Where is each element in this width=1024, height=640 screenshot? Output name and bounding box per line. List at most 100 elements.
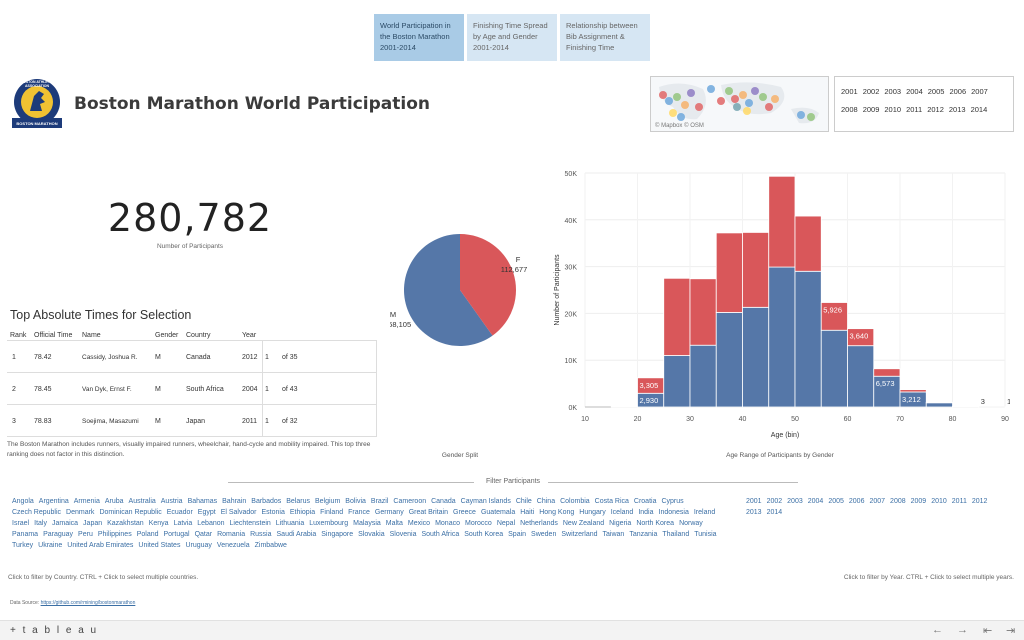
bar-female[interactable] xyxy=(768,175,796,268)
country-option[interactable]: Chile xyxy=(515,498,532,505)
country-option[interactable]: Thailand xyxy=(662,531,690,538)
year-filter-option[interactable]: 2006 xyxy=(848,498,865,505)
bar-male[interactable] xyxy=(742,306,770,408)
country-option[interactable]: Italy xyxy=(34,520,47,527)
year-option[interactable]: 2001 xyxy=(841,87,858,96)
country-option[interactable]: Zimbabwe xyxy=(254,542,287,549)
bar-female[interactable] xyxy=(820,302,848,331)
country-option[interactable]: Finland xyxy=(320,509,344,516)
country-option[interactable]: Netherlands xyxy=(520,520,558,527)
year-filter-option[interactable]: 2011 xyxy=(951,498,967,505)
country-option[interactable]: Kenya xyxy=(148,520,169,527)
country-option[interactable]: Hong Kong xyxy=(539,509,575,516)
country-option[interactable]: Russia xyxy=(250,531,272,538)
country-option[interactable]: North Korea xyxy=(636,520,675,527)
bar-male[interactable] xyxy=(663,355,691,408)
revert-icon[interactable]: ⇤ xyxy=(983,625,993,637)
map-country-marker[interactable] xyxy=(665,97,673,105)
country-option[interactable]: Monaco xyxy=(435,520,460,527)
country-option[interactable]: Saudi Arabia xyxy=(276,531,317,538)
country-option[interactable]: Indonesia xyxy=(658,509,689,516)
country-option[interactable]: Tunisia xyxy=(694,531,717,538)
map-country-marker[interactable] xyxy=(745,99,753,107)
country-option[interactable]: Singapore xyxy=(321,531,354,538)
bar-female[interactable] xyxy=(847,328,875,347)
country-option[interactable]: Turkey xyxy=(12,542,34,549)
country-option[interactable]: Philippines xyxy=(97,531,132,538)
country-option[interactable]: Iceland xyxy=(610,509,634,516)
map-country-marker[interactable] xyxy=(717,97,725,105)
bar-male[interactable] xyxy=(768,266,796,408)
map-country-marker[interactable] xyxy=(677,113,685,121)
country-option[interactable]: Argentina xyxy=(38,498,69,505)
country-option[interactable]: Mexico xyxy=(407,520,431,527)
country-option[interactable]: Liechtenstein xyxy=(229,520,271,527)
bar-female[interactable] xyxy=(873,368,901,377)
country-option[interactable]: Bahamas xyxy=(187,498,218,505)
country-option[interactable]: Greece xyxy=(453,509,476,516)
bar-female[interactable] xyxy=(689,278,717,346)
country-option[interactable]: Haiti xyxy=(520,509,535,516)
forward-icon[interactable]: → xyxy=(957,624,968,636)
country-option[interactable]: Austria xyxy=(160,498,183,505)
year-filter-option[interactable]: 2005 xyxy=(828,498,844,505)
country-option[interactable]: Slovakia xyxy=(358,531,385,538)
tableau-logo[interactable]: + t a b l e a u xyxy=(10,625,99,636)
country-option[interactable]: Norway xyxy=(679,520,703,527)
country-option[interactable]: Belarus xyxy=(286,498,310,505)
country-option[interactable]: Portugal xyxy=(163,531,190,538)
bar-male[interactable] xyxy=(820,329,848,408)
country-option[interactable]: Poland xyxy=(136,531,159,538)
country-option[interactable]: Nigeria xyxy=(609,520,632,527)
country-option[interactable]: Guatemala xyxy=(480,509,516,516)
country-option[interactable]: Luxembourg xyxy=(309,520,349,527)
country-option[interactable]: Ethiopia xyxy=(289,509,316,516)
country-option[interactable]: Czech Republic xyxy=(12,509,62,516)
country-option[interactable]: Lebanon xyxy=(197,520,225,527)
country-option[interactable]: South Africa xyxy=(421,531,460,538)
year-option[interactable]: 2012 xyxy=(927,105,944,114)
country-option[interactable]: Tanzania xyxy=(629,531,658,538)
year-filter-option[interactable]: 2013 xyxy=(746,509,762,516)
pie-slice-f[interactable] xyxy=(460,234,516,336)
map-country-marker[interactable] xyxy=(771,95,779,103)
country-option[interactable]: Malaysia xyxy=(353,520,381,527)
country-option[interactable]: Canada xyxy=(431,498,456,505)
country-option[interactable]: Denmark xyxy=(66,509,95,516)
year-option[interactable]: 2009 xyxy=(862,105,880,114)
tab-bib-assignment[interactable]: Relationship between Bib Assignment & Fi… xyxy=(560,14,650,61)
country-filter[interactable]: Angola Argentina Armenia Aruba Australia Aust… xyxy=(12,496,727,551)
bar-male[interactable] xyxy=(689,344,717,408)
bar-female[interactable] xyxy=(899,389,927,393)
country-option[interactable]: Aruba xyxy=(104,498,124,505)
year-option[interactable]: 2005 xyxy=(927,87,945,96)
age-histogram[interactable]: 0K 10K 20K 30K 40K 50K 10 20 30 40 50 60 70 80 90 3,305… xyxy=(545,165,1010,455)
map-country-marker[interactable] xyxy=(673,93,681,101)
country-option[interactable]: Ukraine xyxy=(38,542,63,549)
country-option[interactable]: Egypt xyxy=(197,509,216,516)
bar-female[interactable] xyxy=(715,232,743,313)
country-option[interactable]: Panama xyxy=(12,531,39,538)
map-country-marker[interactable] xyxy=(797,111,805,119)
country-option[interactable]: Peru xyxy=(78,531,93,538)
bar-female[interactable] xyxy=(794,215,822,272)
year-option[interactable]: 2014 xyxy=(970,105,988,114)
year-option[interactable]: 2004 xyxy=(906,87,923,96)
year-option[interactable]: 2008 xyxy=(841,105,858,114)
map-country-marker[interactable] xyxy=(707,85,715,93)
year-filter-option[interactable]: 2009 xyxy=(910,498,927,505)
map-country-marker[interactable] xyxy=(695,103,703,111)
year-option[interactable]: 2003 xyxy=(884,87,902,96)
country-option[interactable]: Ecuador xyxy=(166,509,193,516)
country-option[interactable]: Slovenia xyxy=(389,531,417,538)
bar-female[interactable] xyxy=(663,277,691,356)
country-option[interactable]: Latvia xyxy=(173,520,193,527)
year-filter-bottom[interactable]: 2001 2002 2003 2004 2005 2006 2007 2008 2009 2010… xyxy=(746,496,1006,518)
country-option[interactable]: France xyxy=(348,509,370,516)
country-option[interactable]: Uruguay xyxy=(185,542,212,549)
world-map[interactable]: © Mapbox © OSM xyxy=(650,76,829,132)
country-option[interactable]: Bolivia xyxy=(345,498,366,505)
country-option[interactable]: Belgium xyxy=(314,498,341,505)
country-option[interactable]: Costa Rica xyxy=(594,498,629,505)
year-filter-option[interactable]: 2001 xyxy=(746,498,762,505)
